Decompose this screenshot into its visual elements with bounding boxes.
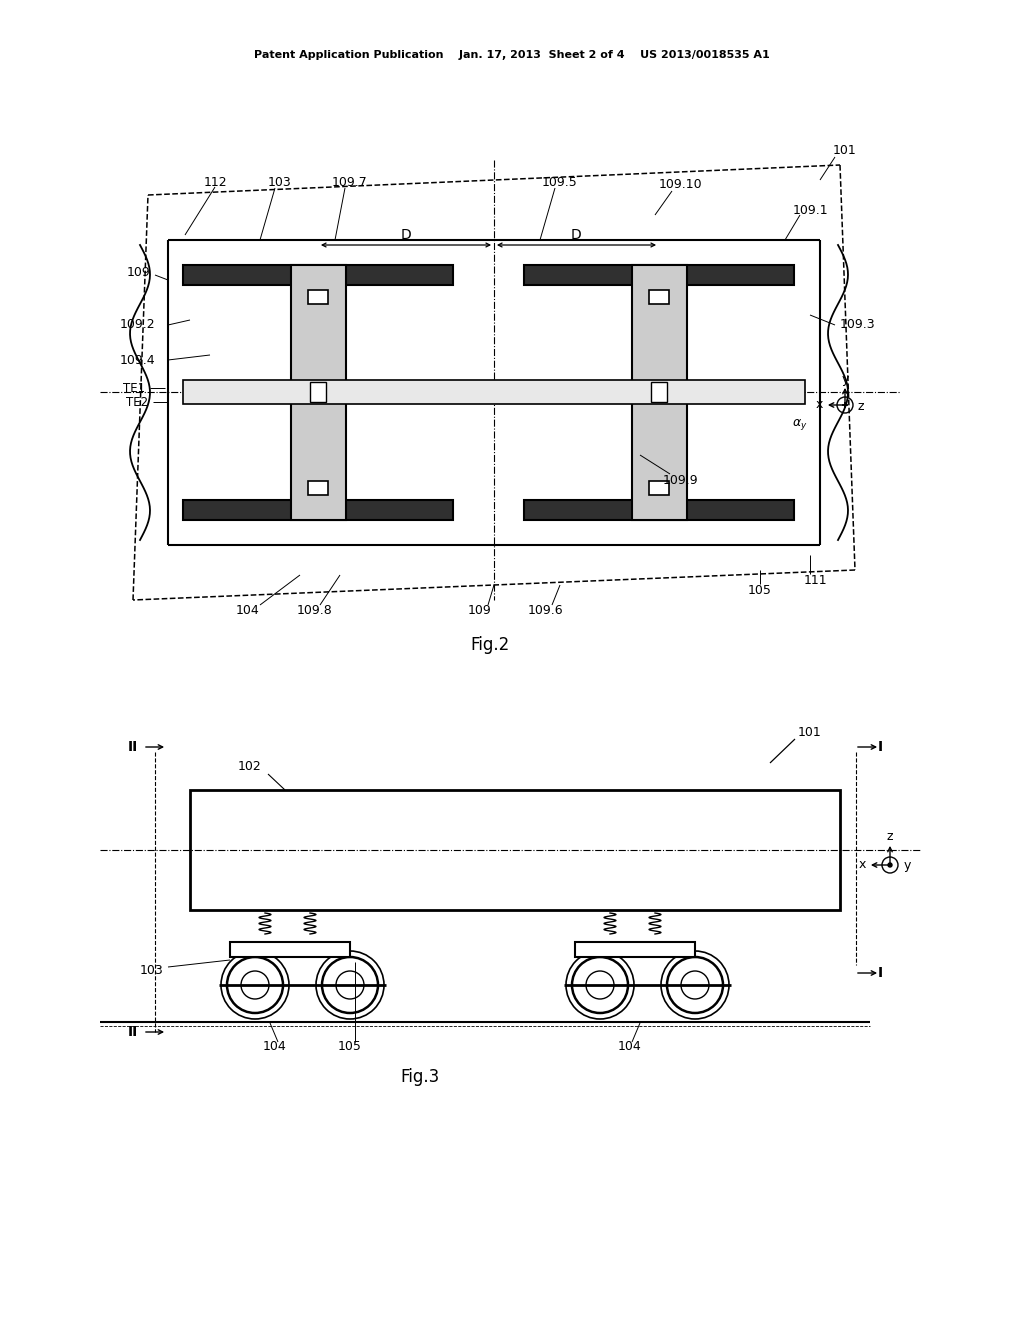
Text: 105: 105 [338,1040,361,1053]
Bar [230,942,350,957]
Text: 109.4: 109.4 [120,354,155,367]
Text: y: y [842,372,849,385]
Text: 109.7: 109.7 [332,176,368,189]
Text: I: I [878,741,883,754]
Text: 104: 104 [237,603,260,616]
Text: TE2: TE2 [126,396,148,408]
Text: 109.9: 109.9 [663,474,697,487]
Text: 109.2: 109.2 [120,318,155,331]
Text: 101: 101 [798,726,822,739]
Text: x: x [815,399,822,412]
Bar [190,789,840,909]
Text: 102: 102 [239,760,262,774]
Text: 111: 111 [803,573,826,586]
Text: 109.3: 109.3 [840,318,876,331]
Bar [308,480,328,495]
Text: D: D [400,228,412,242]
Text: II: II [128,1026,138,1039]
Text: 109.5: 109.5 [542,176,578,189]
Bar [649,290,669,304]
Text: Fig.2: Fig.2 [470,636,510,653]
Circle shape [888,863,892,867]
Text: z: z [887,830,893,843]
Text: TE1: TE1 [123,381,145,395]
Text: 101: 101 [834,144,857,157]
Text: x: x [858,858,865,871]
Bar [183,265,453,285]
Text: D: D [570,228,582,242]
Bar [649,480,669,495]
Text: 103: 103 [268,176,292,189]
Bar [183,380,805,404]
Text: 112: 112 [203,176,226,189]
Text: I: I [878,966,883,979]
Text: 109.8: 109.8 [297,603,333,616]
Bar [632,265,687,520]
Text: 103: 103 [139,964,163,977]
Text: z: z [858,400,864,413]
Text: 104: 104 [263,1040,287,1053]
Bar [308,290,328,304]
Bar [291,265,346,520]
Bar [183,500,453,520]
Text: y: y [903,858,910,871]
Text: $\alpha_y$: $\alpha_y$ [793,417,808,433]
Text: 109: 109 [468,603,492,616]
Text: 105: 105 [749,583,772,597]
Text: 109.1: 109.1 [793,203,827,216]
Bar [524,500,794,520]
Text: 104: 104 [618,1040,642,1053]
Bar [651,381,667,403]
Text: 109.10: 109.10 [658,178,701,191]
Text: Fig.3: Fig.3 [400,1068,439,1086]
Bar [524,265,794,285]
Bar [575,942,695,957]
Text: 109: 109 [126,265,150,279]
Bar [310,381,326,403]
Text: Patent Application Publication    Jan. 17, 2013  Sheet 2 of 4    US 2013/0018535: Patent Application Publication Jan. 17, … [254,50,770,59]
Text: 109.6: 109.6 [527,603,563,616]
Text: II: II [128,741,138,754]
